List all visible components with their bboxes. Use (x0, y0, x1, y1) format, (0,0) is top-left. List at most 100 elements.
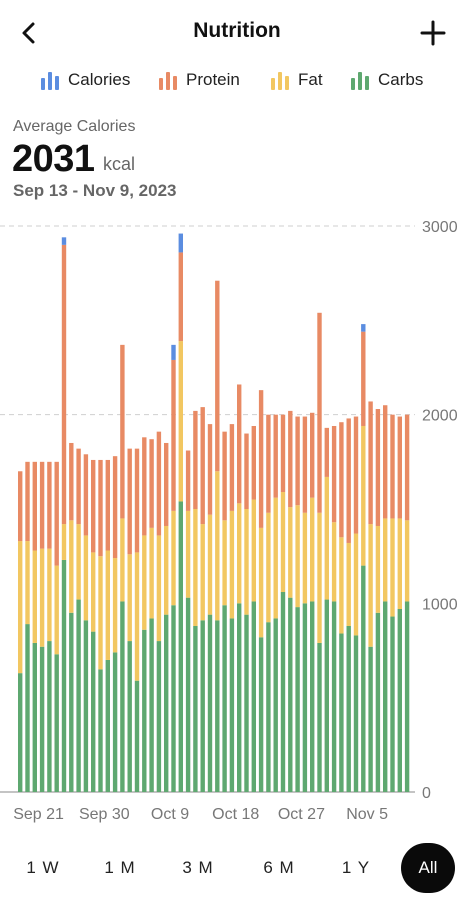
bar-segment-fat (171, 510, 176, 606)
x-tick-label: Nov 5 (346, 806, 388, 823)
bar-segment-protein (39, 461, 45, 549)
range-6m-button[interactable]: 6 M (252, 843, 306, 893)
add-button[interactable] (418, 18, 448, 48)
bar-segment-protein (368, 401, 373, 525)
bar-segment-fat (244, 509, 249, 615)
bar-segment-carbs (18, 673, 23, 792)
bar-segment-fat (280, 492, 286, 593)
bar-segment-carbs (127, 641, 132, 792)
bar-segment-fat (61, 524, 67, 560)
bar-segment-protein (178, 252, 183, 342)
time-range-selector: 1 W 1 M 3 M 6 M 1 Y All (0, 843, 474, 895)
plus-icon (420, 20, 446, 46)
range-1y-button[interactable]: 1 Y (329, 843, 383, 893)
bar-segment-fat (69, 520, 74, 613)
bar-segment-carbs (83, 620, 89, 792)
range-all-button[interactable]: All (401, 843, 455, 893)
bar-segment-carbs (302, 603, 308, 792)
y-tick-label: 1000 (422, 596, 458, 613)
bar-segment-protein (361, 331, 366, 426)
bar-segment-carbs (324, 599, 329, 792)
bar-segment-protein (266, 414, 271, 513)
bar-segment-fat (215, 471, 220, 621)
average-value: 2031 (12, 138, 95, 180)
bar-segment-fat (361, 425, 366, 566)
bar-segment-protein (149, 439, 154, 528)
fat-legend-icon (271, 72, 289, 90)
bar-segment-fat (164, 525, 169, 615)
bar-segment-fat (39, 548, 45, 647)
bar-segment-carbs (361, 565, 366, 792)
bar-segment-fat (18, 541, 23, 674)
bar-segment-protein (91, 459, 96, 553)
bar-segment-fat (178, 341, 183, 502)
bar-segment-carbs (149, 618, 154, 792)
range-1w-button[interactable]: 1 W (16, 843, 70, 893)
bar-segment-carbs (134, 680, 140, 792)
bar-segment-carbs (120, 601, 125, 792)
bar-segment-protein (54, 461, 59, 566)
bar-segment-carbs (25, 624, 30, 792)
bar-segment-carbs (39, 646, 45, 792)
bar-segment-fat (76, 524, 81, 600)
bar-segment-fat (273, 497, 278, 619)
bar-segment-fat (142, 535, 147, 630)
bar-segment-carbs (346, 625, 351, 792)
bar-segment-fat (368, 524, 373, 647)
bar-segment-fat (331, 522, 337, 602)
bar-segment-fat (207, 514, 213, 615)
y-tick-label: 3000 (422, 219, 458, 236)
bar-segment-protein (375, 409, 381, 526)
bar-segment-protein (61, 244, 67, 525)
bar-segment-protein (302, 416, 308, 513)
range-label: 1 W (26, 858, 60, 877)
range-3m-button[interactable]: 3 M (171, 843, 225, 893)
bar-segment-carbs (295, 607, 300, 792)
legend-item-protein[interactable]: Protein (158, 68, 240, 92)
legend-item-carbs[interactable]: Carbs (350, 68, 423, 92)
bar-segment-fat (222, 520, 227, 606)
legend-label: Fat (298, 70, 323, 89)
legend-item-fat[interactable]: Fat (270, 68, 323, 92)
back-button[interactable] (14, 18, 44, 48)
legend-label: Calories (68, 70, 131, 89)
bar-segment-protein (207, 424, 213, 515)
bar-segment-calories (178, 233, 183, 253)
bar-segment-protein (390, 414, 395, 519)
bar-segment-protein (310, 412, 315, 498)
nutrition-chart[interactable]: 3000 2000 1000 0 Sep 21 Sep 30 Oct 9 Oct 18 Oct … (0, 210, 474, 830)
bar-segment-protein (280, 414, 286, 493)
range-label: 1 M (104, 858, 136, 877)
bar-segment-carbs (222, 605, 227, 792)
bar-segment-protein (295, 416, 300, 506)
bar-segment-protein (331, 425, 337, 523)
bar-segment-protein (32, 461, 37, 551)
legend: Calories Protein Fat Carbs (0, 68, 474, 94)
bar-segment-protein (273, 414, 278, 498)
bar-segment-fat (105, 550, 110, 660)
bar-segment-carbs (280, 592, 286, 792)
bar-segment-protein (200, 407, 205, 525)
bar-segment-carbs (76, 599, 81, 792)
range-1m-button[interactable]: 1 M (93, 843, 147, 893)
header: Nutrition (0, 0, 474, 64)
bar-segment-carbs (251, 601, 256, 792)
bar-segment-protein (127, 448, 132, 555)
x-tick-label: Oct 27 (278, 806, 325, 823)
bar-segment-carbs (54, 654, 59, 792)
bar-segment-protein (69, 442, 74, 521)
bar-segment-carbs (171, 605, 176, 792)
bar-segment-protein (83, 454, 89, 536)
bar-segment-carbs (215, 620, 220, 792)
bar-segment-protein (215, 280, 220, 472)
date-range: Sep 13 - Nov 9, 2023 (13, 181, 177, 200)
x-tick-label: Sep 30 (79, 806, 130, 823)
bar-segment-protein (258, 390, 264, 528)
bar-segment-fat (295, 505, 300, 608)
bar-segment-fat (288, 507, 293, 598)
bar-segment-calories (361, 324, 366, 332)
bar-segment-carbs (375, 612, 381, 792)
bar-segment-protein (288, 410, 293, 508)
legend-item-calories[interactable]: Calories (40, 68, 130, 92)
x-tick-label: Sep 21 (13, 806, 64, 823)
